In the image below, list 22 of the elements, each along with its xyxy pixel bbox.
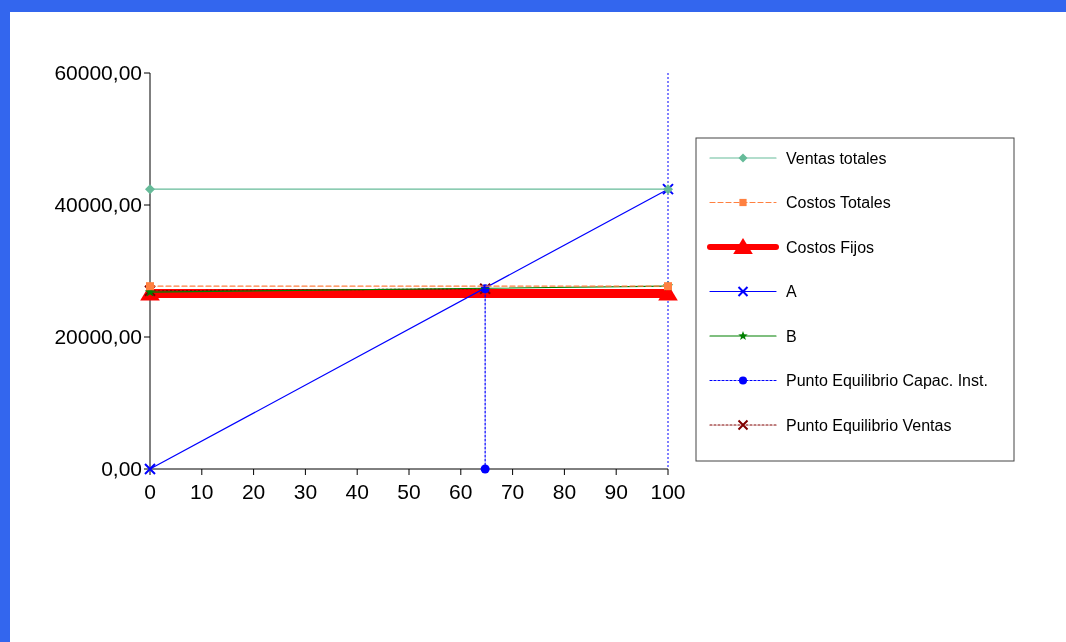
x-tick-label: 20 [241, 480, 266, 503]
legend-label: Punto Equilibrio Capac. Inst. [786, 372, 988, 390]
x-tick-label: 40 [345, 480, 369, 503]
y-tick-label: 0,00 [101, 457, 142, 481]
x-tick-label: 60 [449, 480, 473, 503]
x-tick-label: 50 [397, 480, 421, 503]
legend-label: Punto Equilibrio Ventas [786, 416, 952, 434]
y-tick-label: 20000,00 [54, 325, 142, 349]
legend-label: Ventas totales [786, 149, 887, 167]
x-tick-label: 70 [500, 480, 525, 503]
y-tick-label: 60000,00 [54, 61, 142, 85]
legend-label: Costos Totales [786, 194, 891, 212]
x-tick-label: 80 [552, 480, 577, 503]
x-tick-label: 100 [650, 480, 686, 503]
x-tick-label: 0 [144, 480, 156, 503]
legend-label: A [786, 283, 797, 301]
x-tick-label: 10 [190, 480, 214, 503]
x-tick-label: 90 [604, 480, 628, 503]
y-tick-label: 40000,00 [54, 193, 142, 217]
x-tick-label: 30 [293, 480, 318, 503]
legend-label: B [786, 327, 797, 345]
legend-label: Costos Fijos [786, 238, 875, 256]
